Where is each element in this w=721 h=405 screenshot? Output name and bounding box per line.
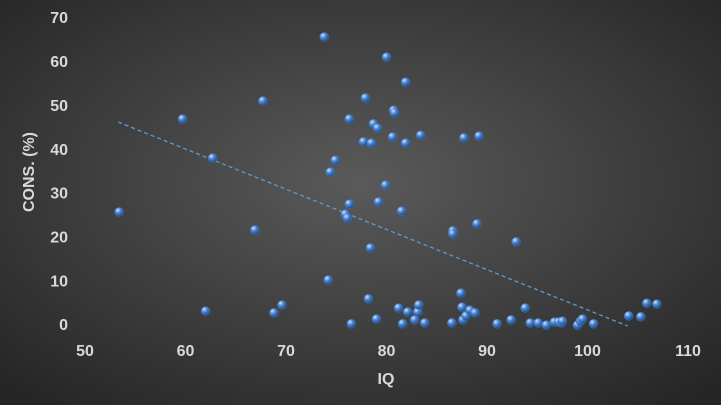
point (557, 316, 568, 326)
point (258, 96, 268, 106)
point (387, 132, 398, 142)
point (459, 133, 469, 143)
point (177, 114, 188, 124)
point (269, 308, 279, 318)
point (373, 197, 384, 207)
point (636, 312, 646, 322)
x-tick-label: 110 (675, 343, 701, 360)
point (396, 206, 407, 216)
point (511, 237, 521, 247)
point (207, 153, 218, 163)
point (323, 275, 333, 285)
x-tick-label: 50 (76, 343, 94, 360)
point (400, 138, 411, 148)
y-tick-label: 50 (50, 98, 68, 115)
point (360, 93, 371, 103)
point (624, 311, 634, 321)
point (520, 303, 530, 313)
x-tick-label: 100 (574, 343, 601, 360)
x-tick-label: 90 (478, 343, 496, 360)
point (525, 318, 535, 328)
point (456, 288, 466, 298)
point (381, 52, 392, 62)
y-axis-title: CONS. (%) (21, 132, 38, 212)
x-axis-title: IQ (378, 371, 395, 388)
point (416, 130, 426, 140)
point (372, 123, 383, 133)
point (506, 315, 516, 325)
trendline (117, 121, 628, 327)
point (470, 308, 480, 318)
point (330, 155, 340, 165)
point (533, 318, 543, 328)
point (414, 300, 424, 310)
point (492, 319, 502, 329)
x-tick-label: 80 (378, 343, 396, 360)
y-tick-label: 40 (50, 142, 68, 159)
point (342, 213, 352, 223)
point (652, 299, 662, 309)
point (325, 167, 335, 177)
y-tick-label: 70 (50, 10, 68, 27)
point (642, 298, 652, 308)
point (393, 303, 404, 313)
point (588, 319, 599, 329)
point (402, 307, 413, 317)
point (409, 315, 420, 325)
point (250, 225, 260, 235)
point (457, 302, 467, 312)
y-tick-label: 10 (50, 273, 68, 290)
y-tick-label: 20 (50, 230, 68, 247)
point (365, 243, 376, 253)
point (541, 320, 551, 330)
point (358, 137, 369, 147)
point (200, 306, 211, 316)
y-tick-label: 0 (59, 317, 68, 334)
point (363, 294, 374, 304)
x-tick-label: 60 (177, 343, 195, 360)
point (420, 318, 430, 328)
point (277, 300, 287, 310)
point (319, 32, 329, 42)
point (371, 314, 382, 324)
y-tick-label: 60 (50, 54, 68, 71)
point (400, 77, 411, 87)
point (474, 131, 484, 141)
point (397, 319, 408, 329)
point (344, 199, 354, 209)
point (114, 207, 124, 217)
point (366, 138, 377, 148)
point (448, 229, 458, 239)
point (472, 219, 482, 229)
point (344, 114, 354, 124)
point (346, 319, 356, 329)
x-tick-label: 70 (277, 343, 295, 360)
y-tick-label: 30 (50, 186, 68, 203)
point (389, 108, 400, 118)
point (447, 318, 457, 328)
point (380, 180, 391, 190)
point (577, 314, 588, 324)
